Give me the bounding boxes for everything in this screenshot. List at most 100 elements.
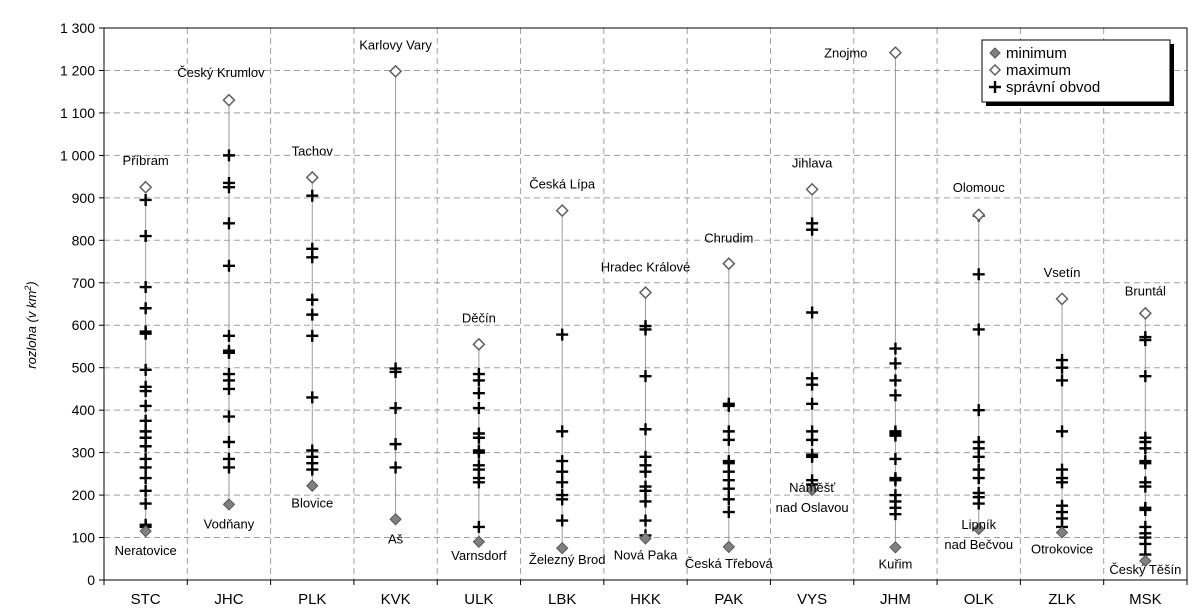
minimum-marker	[722, 540, 736, 554]
min-label-line: Náměšť	[789, 480, 835, 495]
district-point	[389, 362, 402, 375]
district-point	[306, 329, 319, 342]
district-point	[639, 450, 652, 463]
maximum-marker	[805, 182, 819, 196]
maximum-marker	[472, 337, 486, 351]
minimum-marker	[389, 513, 402, 526]
x-tick-label: VYS	[797, 591, 827, 608]
maximum-marker	[222, 93, 236, 107]
min-label: Česká Třebová	[685, 556, 774, 571]
min-label: Český Těšín	[1109, 562, 1181, 577]
district-point	[306, 293, 319, 306]
district-point	[806, 217, 819, 230]
minimum-marker	[972, 522, 985, 536]
district-point	[806, 397, 819, 410]
max-label: Příbram	[123, 153, 169, 168]
category-lbk	[555, 204, 569, 555]
max-label: Vsetín	[1044, 265, 1081, 280]
district-point	[222, 176, 235, 189]
district-point	[222, 410, 235, 423]
min-label: Otrokovice	[1031, 541, 1093, 556]
data-labels: Příbram Neratovice Český Krumlov Vodňany Tac…	[115, 37, 1182, 577]
district-point	[222, 368, 235, 381]
y-tick-label: 400	[72, 402, 96, 418]
y-tick-label: 200	[72, 487, 96, 503]
y-tick-label: 1 000	[60, 147, 95, 163]
district-point	[139, 302, 152, 315]
district-point	[1139, 431, 1152, 444]
legend-label-obvod: správní obvod	[1006, 79, 1100, 96]
district-point	[972, 404, 985, 417]
district-point	[389, 461, 402, 474]
category-hkk	[638, 285, 653, 545]
district-point	[222, 217, 235, 230]
legend-minimum-marker	[989, 47, 1001, 59]
y-tick-label: 700	[72, 275, 96, 291]
district-point	[889, 374, 902, 387]
min-label: Kuřim	[878, 556, 912, 571]
minimum-marker	[1139, 554, 1152, 568]
category-jhm	[888, 46, 902, 554]
x-tick-label: LBK	[548, 591, 576, 608]
district-point	[306, 444, 319, 457]
district-point	[306, 308, 319, 321]
district-point	[1056, 463, 1069, 476]
category-vys	[805, 182, 819, 497]
district-point	[806, 306, 819, 319]
y-tick-label: 600	[72, 317, 96, 333]
min-label-line: nad Bečvou	[944, 537, 1013, 552]
district-point	[1139, 455, 1152, 468]
district-point	[972, 436, 985, 448]
legend-box	[981, 39, 1171, 103]
min-label: Vodňany	[204, 516, 255, 531]
district-point	[472, 444, 485, 457]
district-point	[306, 242, 319, 255]
district-point	[139, 281, 152, 294]
district-point	[889, 425, 902, 438]
maximum-marker	[722, 257, 736, 271]
y-tick-label: 0	[87, 572, 95, 588]
max-label: Znojmo	[824, 46, 867, 61]
category-plk	[305, 170, 319, 492]
district-point	[1056, 374, 1069, 387]
min-label-line: nad Oslavou	[776, 500, 849, 515]
district-point	[556, 489, 569, 502]
x-tick-label: HKK	[630, 591, 661, 608]
maximum-marker	[972, 208, 986, 222]
max-label: Jihlava	[792, 155, 833, 170]
district-point	[139, 325, 152, 338]
min-label: Železný Brod	[529, 552, 606, 567]
district-point	[306, 189, 319, 202]
district-point	[222, 436, 235, 448]
district-point	[1056, 425, 1069, 438]
category-ulk	[472, 337, 486, 548]
district-point	[972, 323, 985, 336]
grid	[104, 28, 1187, 580]
maximum-marker	[638, 285, 653, 300]
y-tick-label: 500	[72, 360, 96, 376]
maximum-marker	[555, 204, 569, 218]
district-point	[1139, 331, 1152, 344]
max-label: Chrudim	[704, 231, 753, 246]
max-label: Děčín	[462, 310, 496, 325]
max-label: Česká Lípa	[529, 177, 596, 192]
min-label: Neratovice	[115, 543, 177, 558]
district-point	[556, 514, 569, 527]
district-point	[306, 391, 319, 404]
district-point	[1139, 476, 1152, 489]
district-point	[972, 268, 985, 281]
district-point	[472, 368, 485, 381]
category-msk	[1138, 306, 1152, 568]
district-point	[556, 425, 569, 438]
district-point	[222, 452, 235, 465]
min-label: Aš	[388, 531, 404, 546]
legend-maximum-marker	[988, 63, 1002, 77]
maximum-marker	[1138, 306, 1152, 320]
district-point	[139, 380, 152, 393]
y-tick-label: 800	[72, 232, 96, 248]
category-kvk	[389, 64, 403, 526]
x-tick-label: OLK	[964, 591, 994, 608]
x-tick-label: JHM	[880, 591, 911, 608]
plot-frame	[103, 27, 1188, 581]
